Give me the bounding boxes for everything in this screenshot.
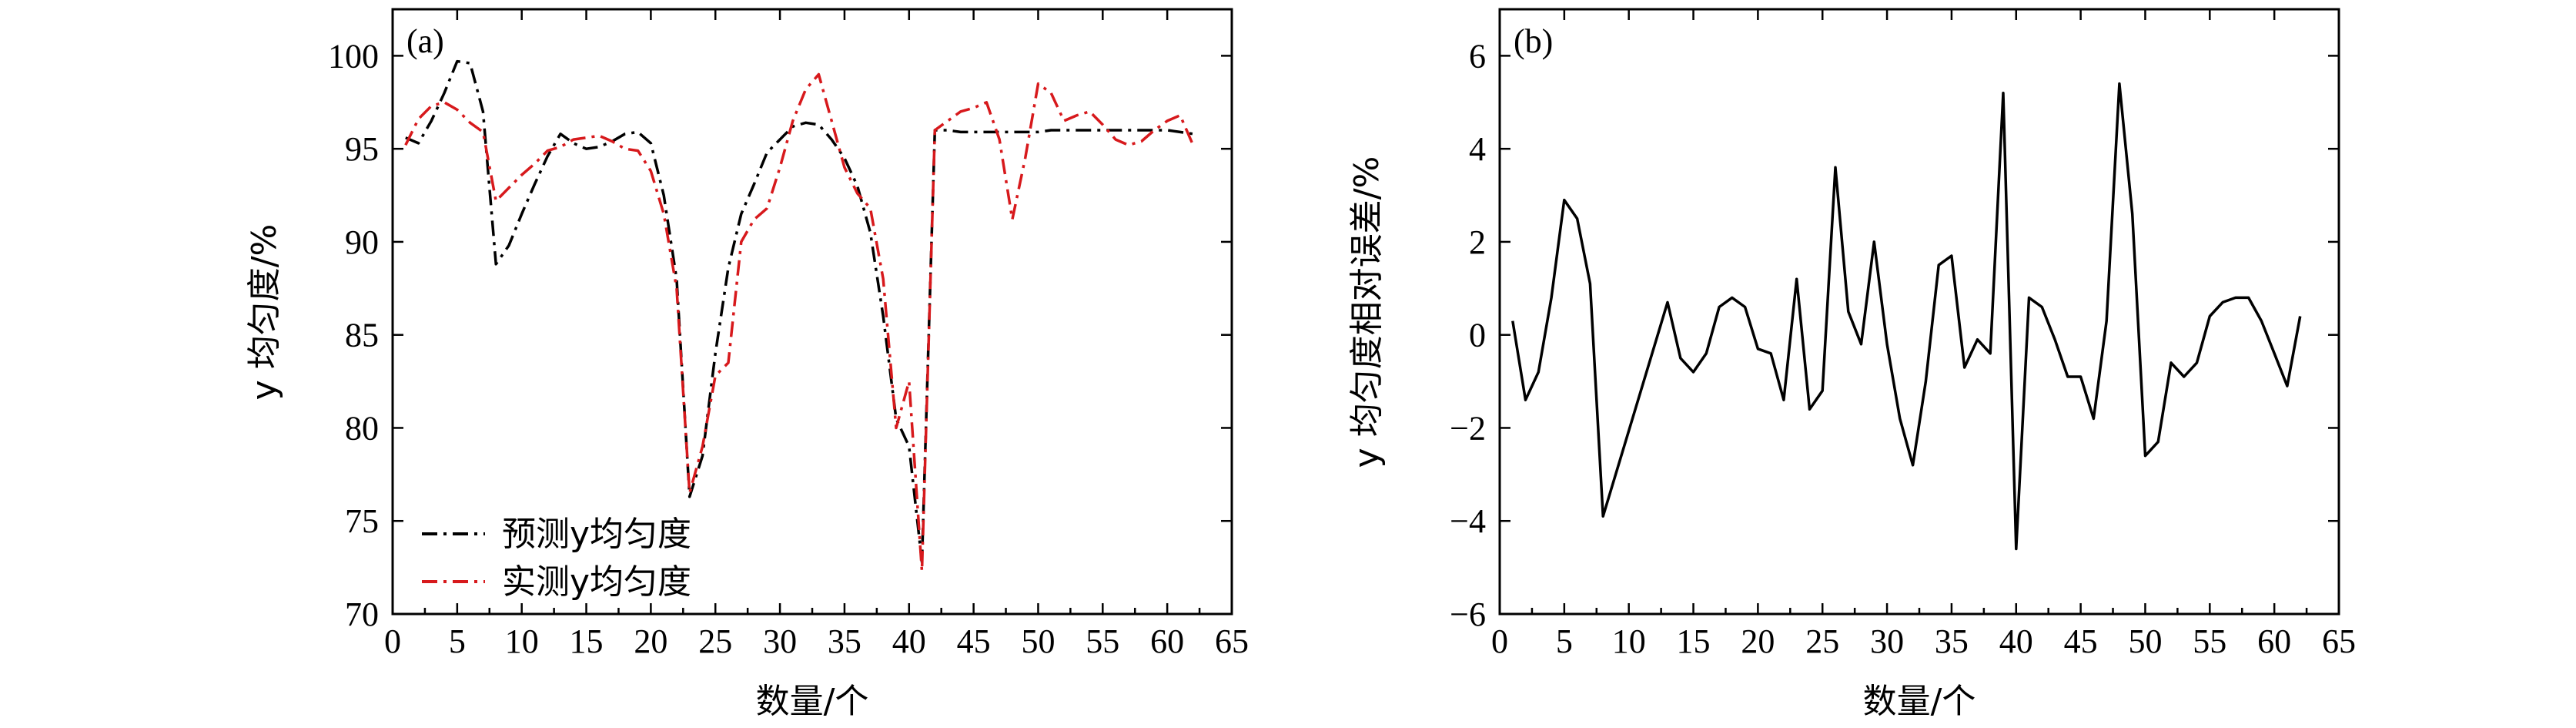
chart-b-panel-label: (b) xyxy=(1514,22,1553,60)
x-tick-label: 65 xyxy=(1215,622,1249,660)
y-tick-label: 75 xyxy=(345,502,379,540)
x-tick-label: 50 xyxy=(2128,622,2162,660)
x-tick-label: 5 xyxy=(1556,622,1573,660)
chart-a-y-ticks: 70 75 80 85 90 95 100 xyxy=(328,37,1232,633)
x-tick-label: 30 xyxy=(763,622,797,660)
x-tick-label: 20 xyxy=(1741,622,1775,660)
x-tick-label: 10 xyxy=(505,622,539,660)
x-tick-label: 25 xyxy=(1805,622,1839,660)
x-tick-label: 55 xyxy=(2193,622,2226,660)
y-tick-label: 95 xyxy=(345,130,379,168)
y-tick-label: 80 xyxy=(345,409,379,447)
x-tick-label: 10 xyxy=(1612,622,1646,660)
y-tick-label: 0 xyxy=(1469,317,1486,354)
x-tick-label: 40 xyxy=(892,622,926,660)
chart-a-series xyxy=(404,59,1195,573)
x-tick-label: 5 xyxy=(449,622,466,660)
x-tick-label: 40 xyxy=(1999,622,2033,660)
series-line-2 xyxy=(404,72,1195,573)
chart-a-panel-label: (a) xyxy=(406,22,444,60)
chart-b-x-axis-label: 数量/个 xyxy=(1863,682,1976,721)
y-tick-label: −4 xyxy=(1450,502,1486,540)
x-tick-label: 60 xyxy=(2257,622,2291,660)
chart-b-y-axis-label: y 均匀度相对误差/% xyxy=(1347,156,1387,468)
chart-a-x-axis-label: 数量/个 xyxy=(756,682,869,721)
y-tick-label: 4 xyxy=(1469,130,1486,168)
chart-a-y-axis-label: y 均匀度/% xyxy=(245,224,284,401)
y-tick-label: −2 xyxy=(1450,409,1486,447)
legend-label-predicted: 预测y均匀度 xyxy=(502,515,691,554)
legend-label-measured: 实测y均匀度 xyxy=(502,562,691,602)
chart-a: 0 5 10 15 20 25 30 35 40 45 50 55 60 65 70 75 80 85 90 95 1… xyxy=(245,8,1249,721)
series-line-1 xyxy=(405,59,1193,564)
y-tick-label: 70 xyxy=(345,595,379,633)
chart-a-x-ticks: 0 5 10 15 20 25 30 35 40 45 50 55 60 65 xyxy=(384,9,1249,660)
y-tick-label: 100 xyxy=(328,37,379,75)
x-tick-label: 15 xyxy=(570,622,604,660)
y-tick-label: 2 xyxy=(1469,223,1486,261)
x-tick-label: 60 xyxy=(1150,622,1184,660)
chart-a-legend: 预测y均匀度 实测y均匀度 xyxy=(422,515,691,602)
x-tick-label: 45 xyxy=(957,622,991,660)
x-tick-label: 20 xyxy=(634,622,667,660)
x-tick-label: 35 xyxy=(828,622,861,660)
x-tick-label: 0 xyxy=(384,622,401,660)
x-tick-label: 30 xyxy=(1870,622,1904,660)
chart-b-y-ticks: −6 −4 −2 0 2 4 6 xyxy=(1450,37,2339,633)
x-tick-label: 65 xyxy=(2322,622,2356,660)
x-tick-label: 0 xyxy=(1491,622,1508,660)
y-tick-label: 90 xyxy=(345,223,379,261)
x-tick-label: 45 xyxy=(2064,622,2098,660)
y-tick-label: 6 xyxy=(1469,37,1486,75)
y-tick-label: 85 xyxy=(345,317,379,354)
x-tick-label: 55 xyxy=(1086,622,1119,660)
x-tick-label: 25 xyxy=(698,622,732,660)
x-tick-label: 50 xyxy=(1021,622,1055,660)
chart-b-series xyxy=(1511,82,2302,551)
x-tick-label: 15 xyxy=(1677,622,1711,660)
x-tick-label: 35 xyxy=(1935,622,1969,660)
y-tick-label: −6 xyxy=(1450,595,1486,633)
chart-b-x-ticks: 0 5 10 15 20 25 30 35 40 45 50 55 60 65 xyxy=(1491,9,2356,660)
series-line-1 xyxy=(1511,82,2302,551)
chart-b: 0 5 10 15 20 25 30 35 40 45 50 55 60 65 −6 −4 −2 0 2 4 6 (b… xyxy=(1347,8,2356,721)
